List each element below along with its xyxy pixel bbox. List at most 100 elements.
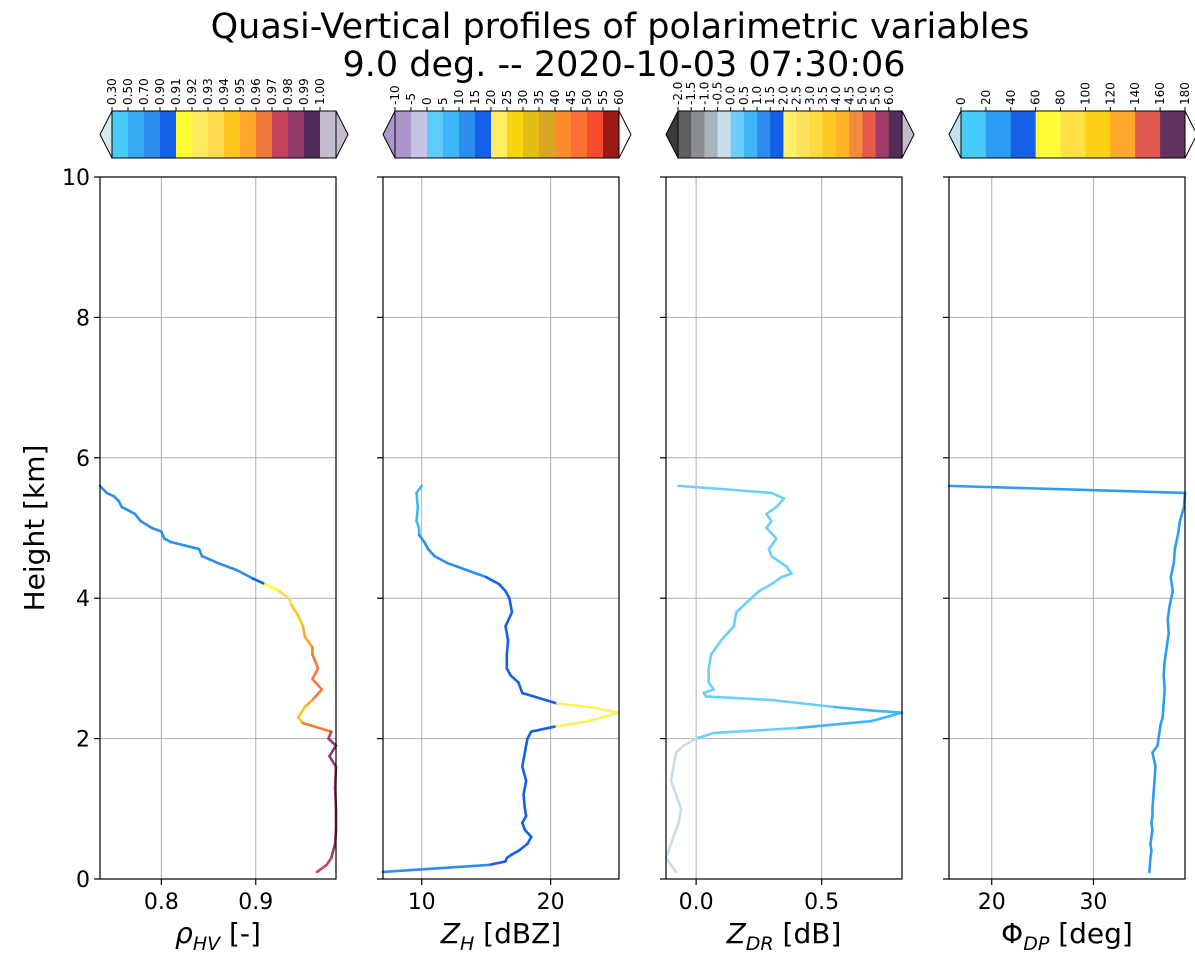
profile-segment	[766, 507, 776, 514]
axes-frame	[949, 177, 1185, 879]
profile-segment	[218, 563, 237, 570]
colorbar-tick-label: 0.99	[297, 78, 311, 105]
colorbar-bin	[427, 111, 444, 158]
colorbar-tick-label: 20	[979, 90, 993, 105]
colorbar: 0 20 40 60 80 100 120 140 160 180	[949, 82, 1195, 158]
colorbar-bin	[1135, 111, 1160, 158]
profile-segment	[1180, 507, 1184, 521]
colorbar-tick-label: 60	[612, 90, 626, 105]
y-tick-label: 8	[76, 306, 90, 331]
profile-segment	[303, 626, 305, 637]
colorbar-tick-label: 0.30	[105, 78, 119, 105]
profile-segment	[736, 598, 751, 612]
colorbar-tick-label: 1.5	[763, 86, 777, 105]
profile-segment	[312, 668, 318, 679]
figure-title-line2: 9.0 deg. -- 2020-10-03 07:30:06	[342, 45, 905, 85]
colorbar-tick-label: 1.0	[750, 86, 764, 105]
profile-segment	[522, 693, 557, 704]
profile-segment	[676, 746, 684, 753]
colorbar-tick-label: 25	[500, 90, 514, 105]
colorbar-bin	[144, 111, 161, 158]
profile-segment	[1171, 563, 1174, 577]
colorbar-tick-label: -0.5	[711, 82, 725, 105]
colorbar-bin	[849, 111, 863, 158]
colorbar-tick-label: 15	[468, 90, 482, 105]
profile-segment	[522, 767, 526, 781]
profile-segment	[329, 746, 336, 757]
profile-segment	[292, 605, 299, 616]
colorbar-tick-label: 40	[1004, 90, 1018, 105]
profile-segment	[303, 723, 331, 731]
colorbar-bin	[112, 111, 129, 158]
x-tick-label: 20	[978, 890, 1006, 915]
profile-segment	[679, 809, 682, 823]
profile-segment	[797, 721, 872, 728]
colorbar-bin	[459, 111, 476, 158]
colorbar-bin	[491, 111, 508, 158]
profile-segment	[237, 570, 253, 578]
colorbar-bin	[1011, 111, 1036, 158]
profile-segment	[100, 486, 107, 493]
colorbar-tick-label: 0.0	[724, 86, 738, 105]
colorbar-tick-label: 55	[596, 90, 610, 105]
profile-segment	[671, 781, 676, 795]
colorbar-tick-label: 160	[1153, 82, 1167, 105]
x-tick-label: 0.0	[679, 890, 714, 915]
colorbar-bin	[718, 111, 732, 158]
colorbar-bin	[757, 111, 771, 158]
colorbar-under-extension	[100, 111, 112, 158]
profile-segment	[305, 700, 313, 707]
profile-segment	[674, 823, 679, 837]
profile-segment	[298, 616, 303, 627]
colorbar-tick-label: 60	[1029, 90, 1043, 105]
colorbar-bin	[862, 111, 876, 158]
x-tick-label: 30	[1079, 890, 1107, 915]
colorbar-bin	[507, 111, 524, 158]
profile-segment	[447, 563, 466, 570]
colorbar-tick-label: 0.98	[281, 78, 295, 105]
profile-segment	[771, 556, 786, 567]
colorbar-tick-label: 80	[1054, 90, 1068, 105]
colorbar-tick-label: 40	[548, 90, 562, 105]
profile-segment	[1168, 605, 1170, 619]
profile-segment	[714, 728, 797, 733]
colorbar-bin	[986, 111, 1011, 158]
profile-segment	[726, 489, 771, 493]
colorbar-over-extension	[619, 111, 631, 158]
x-tick-label: 0.5	[804, 890, 839, 915]
colorbar-under-extension	[666, 111, 678, 158]
profile-segment	[1149, 858, 1150, 872]
colorbar-bin	[224, 111, 241, 158]
profile-segment	[1163, 704, 1164, 718]
colorbar-tick-label: 5	[436, 97, 450, 105]
colorbar-under-extension	[949, 111, 961, 158]
profile-segment	[317, 865, 326, 872]
colorbar-tick-label: 120	[1103, 82, 1117, 105]
x-axis-label: ΦDP [deg]	[1001, 917, 1133, 955]
profile-segment	[1170, 591, 1173, 605]
profile-segment	[279, 591, 288, 598]
colorbar-tick-label: -2.0	[671, 82, 685, 105]
colorbar-bin	[256, 111, 273, 158]
profile-segment	[872, 713, 902, 721]
y-tick-label: 0	[76, 868, 90, 893]
colorbar-tick-label: 3.5	[816, 86, 830, 105]
profile-segment	[435, 556, 448, 563]
profile-segment	[704, 689, 714, 693]
axes-frame	[100, 177, 336, 879]
colorbar-over-extension	[1185, 111, 1195, 158]
colorbar-tick-label: -1.0	[697, 82, 711, 105]
profile-segment	[417, 507, 418, 521]
colorbar-bin	[1061, 111, 1086, 158]
colorbar-bin	[1160, 111, 1185, 158]
colorbar-bin	[876, 111, 890, 158]
profile-segment	[734, 612, 737, 626]
profile-segment	[185, 546, 199, 550]
colorbar-bin	[731, 111, 745, 158]
colorbar-bin	[1085, 111, 1110, 158]
colorbar-over-extension	[902, 111, 914, 158]
profile-segment	[312, 654, 318, 668]
profile-segment	[589, 707, 619, 713]
profile-segment	[524, 795, 525, 809]
